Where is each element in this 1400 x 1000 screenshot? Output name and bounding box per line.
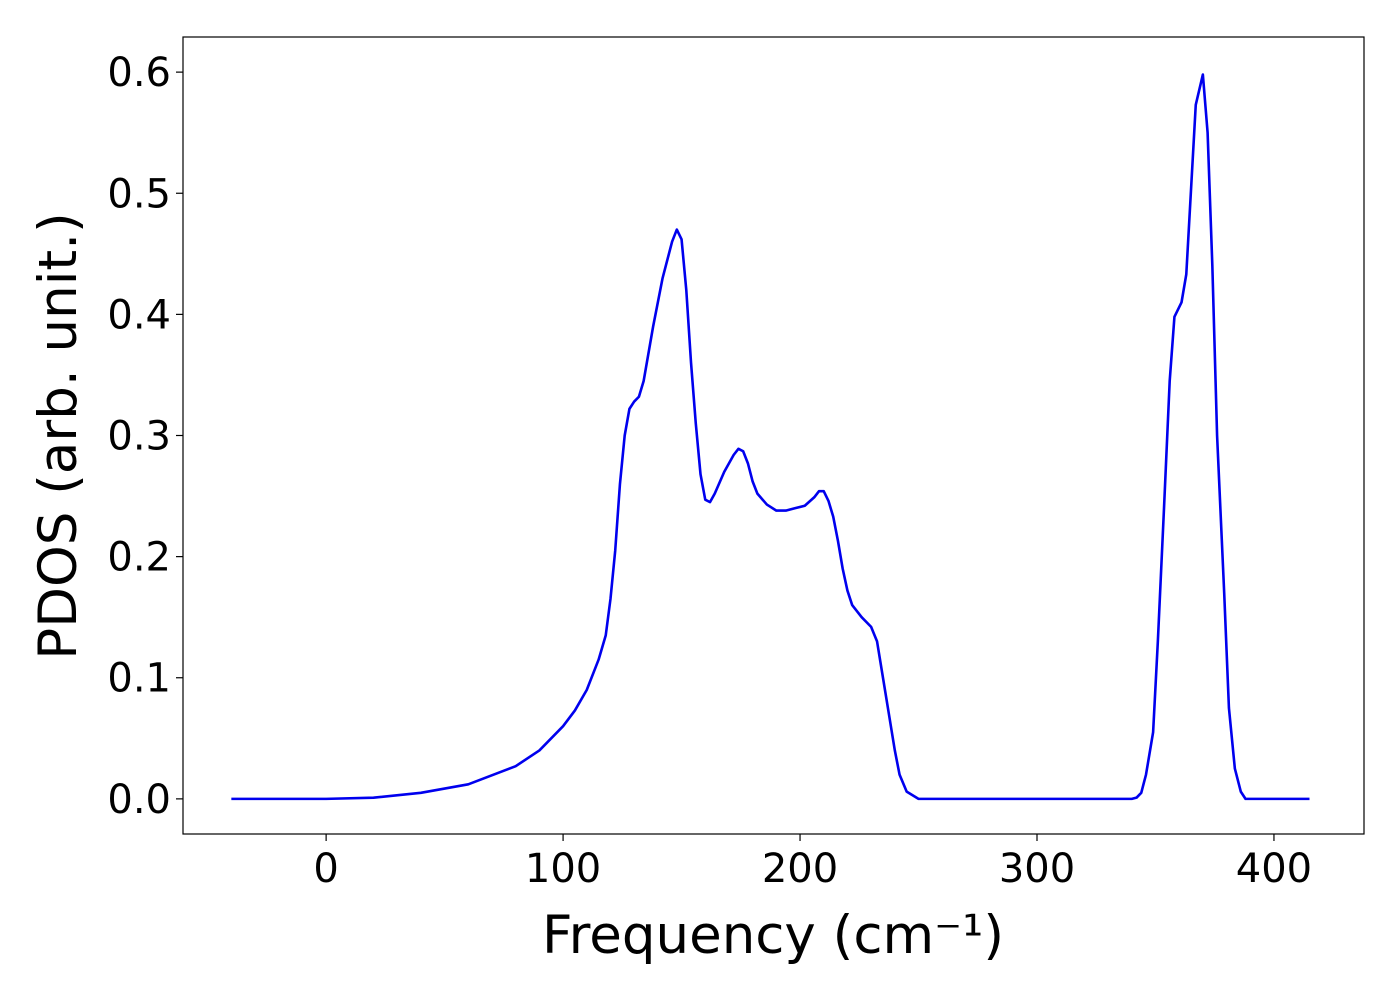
x-tick-label: 400	[1236, 846, 1312, 892]
y-tick-label: 0.4	[107, 292, 171, 338]
x-axis-label: Frequency (cm⁻¹)	[542, 905, 1004, 966]
y-tick-label: 0.1	[107, 656, 171, 702]
y-tick-label: 0.2	[107, 535, 171, 581]
x-tick-label: 0	[313, 846, 338, 892]
y-tick-label: 0.6	[107, 50, 171, 96]
y-tick-label: 0.5	[107, 171, 171, 217]
x-tick-label: 300	[999, 846, 1075, 892]
plot-frame	[182, 36, 1365, 835]
series-line	[231, 73, 1310, 801]
x-tick-label: 100	[525, 846, 601, 892]
x-tick-label: 200	[762, 846, 838, 892]
y-tick-label: 0.0	[107, 777, 171, 823]
y-tick-label: 0.3	[107, 414, 171, 460]
y-axis-label: PDOS (arb. unit.)	[28, 212, 89, 659]
